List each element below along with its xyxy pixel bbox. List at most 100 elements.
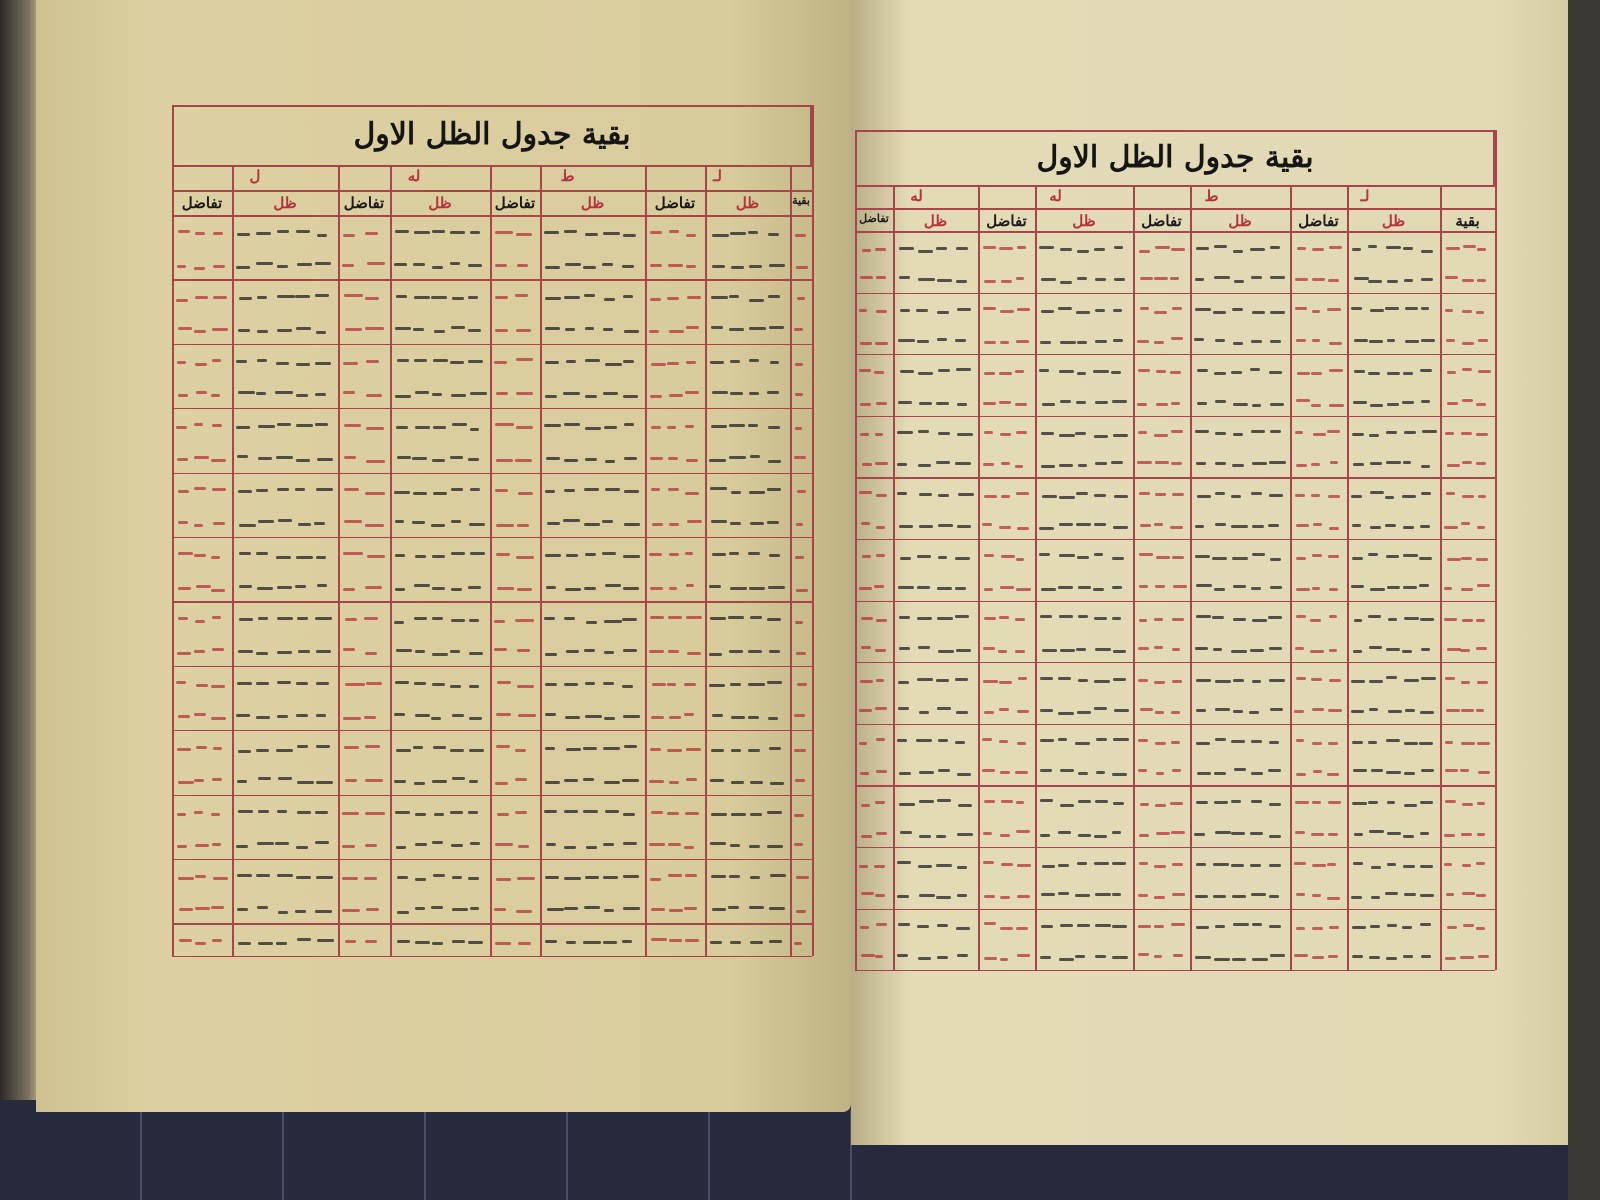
handwritten-entry	[918, 864, 932, 868]
handwritten-entry	[1040, 432, 1054, 436]
handwritten-entry	[874, 648, 886, 652]
handwritten-entry	[1310, 649, 1325, 653]
handwritten-entry	[1369, 462, 1383, 466]
handwritten-entry	[603, 231, 621, 235]
handwritten-entry	[1194, 646, 1208, 650]
handwritten-entry	[315, 487, 334, 491]
handwritten-entry	[1475, 557, 1488, 561]
handwritten-entry	[585, 426, 602, 430]
handwritten-entry	[957, 308, 972, 311]
handwritten-entry	[364, 844, 377, 848]
handwritten-entry	[1326, 773, 1339, 777]
handwritten-entry	[730, 781, 745, 785]
handwritten-entry	[1113, 525, 1128, 529]
handwritten-entry	[276, 809, 287, 813]
handwritten-entry	[651, 523, 663, 527]
handwritten-entry	[1462, 309, 1472, 313]
handwritten-entry	[1233, 341, 1243, 345]
handwritten-entry	[651, 362, 666, 366]
handwritten-entry	[1076, 341, 1088, 345]
handwritten-entry	[916, 616, 933, 620]
handwritten-entry	[1039, 553, 1051, 557]
column-rule	[978, 185, 980, 971]
handwritten-entry	[623, 649, 638, 653]
handwritten-entry	[1326, 429, 1341, 433]
handwritten-entry	[683, 906, 697, 910]
handwritten-entry	[1095, 401, 1108, 405]
handwritten-entry	[998, 371, 1012, 375]
handwritten-entry	[1419, 583, 1430, 587]
handwritten-entry	[1295, 677, 1306, 681]
handwritten-entry	[546, 843, 557, 847]
handwritten-entry	[1059, 496, 1076, 500]
handwritten-entry	[1196, 369, 1209, 373]
handwritten-entry	[1095, 771, 1106, 775]
handwritten-entry	[650, 748, 661, 752]
handwritten-entry	[1213, 863, 1230, 867]
handwritten-entry	[1232, 957, 1247, 961]
handwritten-entry	[296, 744, 308, 748]
handwritten-entry	[622, 233, 637, 237]
handwritten-entry	[316, 744, 331, 748]
handwritten-entry	[546, 456, 560, 460]
handwritten-entry	[1212, 615, 1225, 619]
handwritten-entry	[1112, 308, 1123, 312]
handwritten-entry	[413, 359, 427, 363]
handwritten-entry	[1251, 310, 1265, 314]
handwritten-entry	[999, 433, 1012, 437]
handwritten-entry	[177, 617, 188, 621]
handwritten-entry	[956, 433, 973, 437]
handwritten-entry	[275, 455, 293, 459]
handwritten-entry	[794, 620, 804, 624]
handwritten-entry	[1353, 832, 1363, 836]
handwritten-entry	[649, 394, 663, 398]
handwritten-entry	[1478, 771, 1490, 775]
handwritten-entry	[469, 717, 483, 721]
handwritten-entry	[563, 489, 576, 493]
handwritten-entry	[495, 230, 514, 234]
handwritten-entry	[1386, 461, 1402, 465]
handwritten-entry	[1295, 494, 1305, 498]
column-header: تفاضل	[181, 194, 223, 212]
handwritten-entry	[955, 615, 970, 619]
handwritten-entry	[1385, 523, 1397, 527]
handwritten-entry	[711, 265, 726, 269]
column-rule	[1035, 185, 1037, 971]
handwritten-entry	[494, 908, 506, 912]
handwritten-entry	[767, 521, 780, 525]
handwritten-entry	[1170, 402, 1180, 406]
handwritten-entry	[213, 877, 228, 881]
handwritten-entry	[494, 781, 509, 785]
handwritten-entry	[213, 522, 226, 526]
handwritten-entry	[258, 617, 269, 621]
handwritten-entry	[874, 341, 889, 345]
handwritten-entry	[1460, 680, 1470, 684]
handwritten-entry	[1251, 679, 1262, 683]
handwritten-entry	[667, 362, 679, 366]
handwritten-entry	[257, 810, 270, 814]
handwritten-entry	[898, 247, 914, 251]
handwritten-entry	[683, 845, 694, 849]
handwritten-entry	[396, 846, 406, 850]
handwritten-entry	[1059, 923, 1074, 927]
handwritten-entry	[413, 745, 423, 749]
handwritten-entry	[937, 524, 954, 528]
handwritten-entry	[1421, 399, 1430, 403]
handwritten-entry	[1153, 925, 1165, 929]
handwritten-entry	[711, 908, 727, 912]
handwritten-entry	[1402, 650, 1412, 654]
handwritten-entry	[342, 812, 360, 816]
handwritten-entry	[1196, 771, 1212, 775]
handwritten-entry	[297, 262, 313, 266]
handwritten-entry	[545, 326, 561, 330]
handwritten-entry	[1267, 615, 1282, 619]
handwritten-entry	[394, 263, 407, 267]
handwritten-entry	[897, 463, 908, 467]
handwritten-entry	[667, 650, 680, 654]
handwritten-entry	[451, 619, 465, 623]
handwritten-entry	[1231, 895, 1247, 899]
handwritten-entry	[1420, 893, 1435, 897]
column-header: ظل	[273, 194, 297, 212]
handwritten-entry	[1295, 588, 1311, 592]
handwritten-entry	[258, 777, 272, 781]
